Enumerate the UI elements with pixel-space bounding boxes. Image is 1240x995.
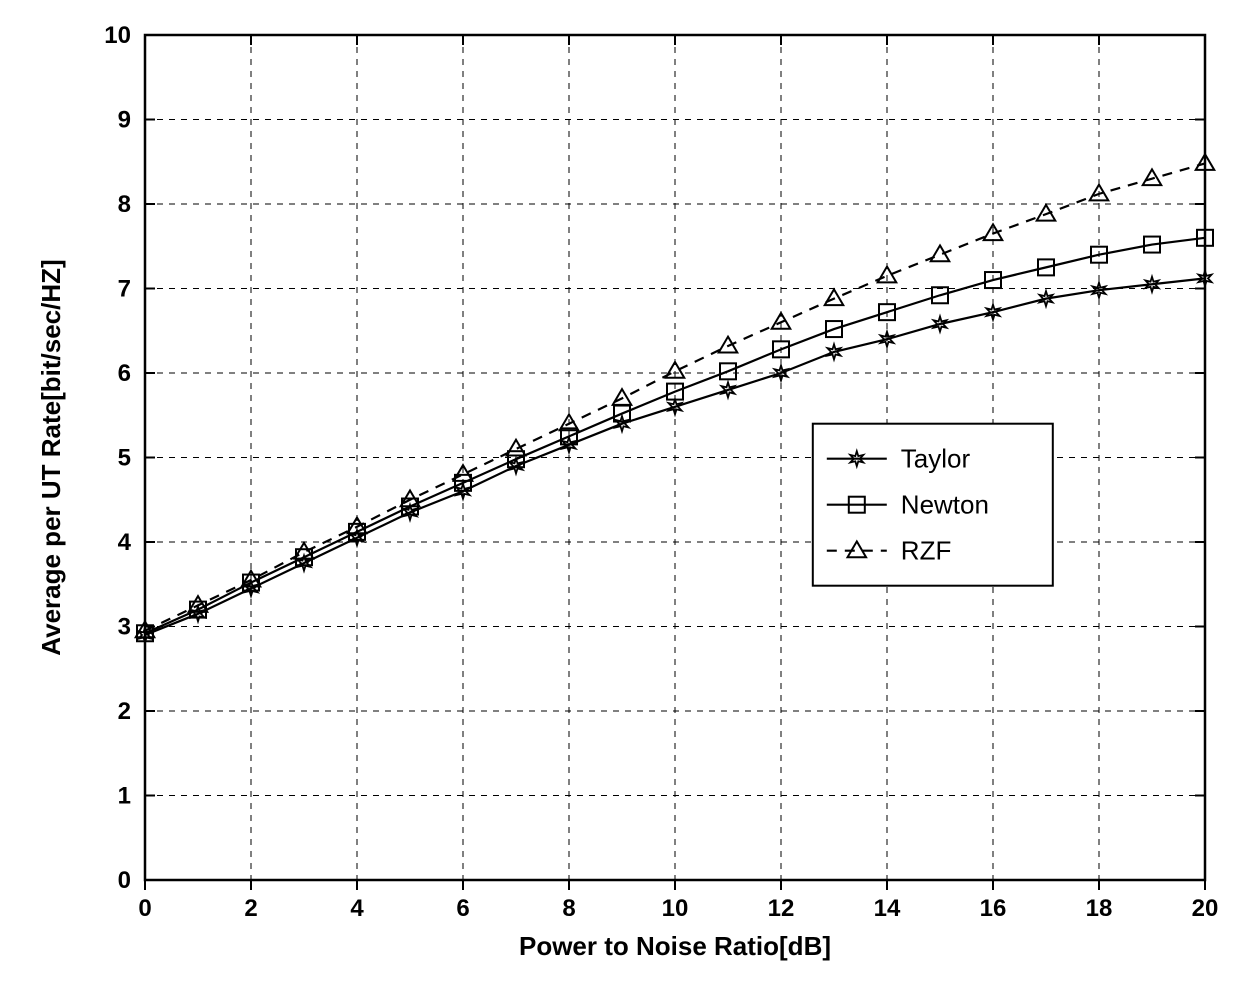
y-tick-label: 3 bbox=[118, 614, 131, 641]
y-tick-label: 2 bbox=[118, 698, 131, 725]
x-tick-label: 2 bbox=[244, 895, 257, 922]
y-tick-label: 7 bbox=[118, 276, 131, 303]
x-axis-label: Power to Noise Ratio[dB] bbox=[519, 931, 831, 961]
x-tick-label: 4 bbox=[350, 895, 364, 922]
legend-label: Newton bbox=[901, 490, 989, 520]
chart-container: 02468101214161820012345678910Power to No… bbox=[0, 0, 1240, 995]
y-tick-label: 5 bbox=[118, 445, 131, 472]
legend: Taylor Newton RZF bbox=[813, 424, 1053, 586]
y-tick-label: 8 bbox=[118, 191, 131, 218]
legend-label: RZF bbox=[901, 536, 952, 566]
y-axis-label: Average per UT Rate[bit/sec/HZ] bbox=[36, 259, 66, 655]
x-tick-label: 20 bbox=[1192, 895, 1219, 922]
y-tick-label: 6 bbox=[118, 360, 131, 387]
x-tick-label: 18 bbox=[1086, 895, 1113, 922]
x-tick-label: 10 bbox=[662, 895, 689, 922]
x-tick-label: 8 bbox=[562, 895, 575, 922]
y-tick-label: 4 bbox=[118, 529, 132, 556]
y-tick-label: 9 bbox=[118, 107, 131, 134]
x-tick-label: 12 bbox=[768, 895, 795, 922]
y-tick-label: 0 bbox=[118, 867, 131, 894]
legend-label: Taylor bbox=[901, 444, 971, 474]
x-tick-label: 0 bbox=[138, 895, 151, 922]
y-tick-label: 10 bbox=[104, 22, 131, 49]
x-tick-label: 16 bbox=[980, 895, 1007, 922]
y-tick-label: 1 bbox=[118, 783, 131, 810]
line-chart: 02468101214161820012345678910Power to No… bbox=[0, 0, 1240, 995]
x-tick-label: 14 bbox=[874, 895, 901, 922]
x-tick-label: 6 bbox=[456, 895, 469, 922]
